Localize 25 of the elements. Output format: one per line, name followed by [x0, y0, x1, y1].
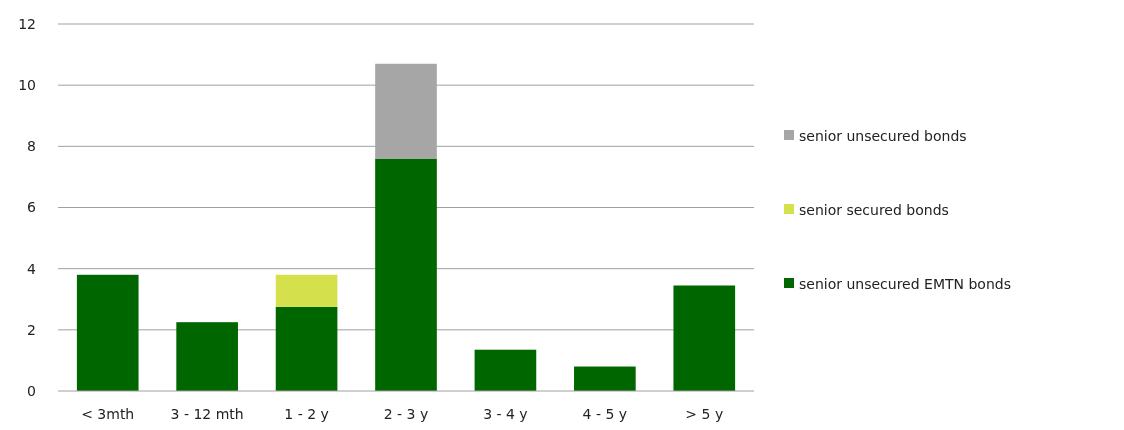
legend-label: senior unsecured bonds	[799, 127, 967, 144]
x-tick-label: 3 - 4 y	[483, 406, 528, 422]
y-tick-label: 2	[27, 321, 36, 338]
x-tick-label: 4 - 5 y	[582, 406, 628, 422]
bar	[474, 349, 537, 391]
bar	[375, 158, 437, 391]
y-tick-label: 0	[27, 382, 36, 399]
x-tick-label: 1 - 2 y	[284, 406, 329, 422]
legend-label: senior unsecured EMTN bonds	[799, 275, 1011, 292]
bar	[176, 322, 238, 391]
bar	[275, 306, 338, 391]
bar	[76, 274, 139, 391]
bar	[673, 285, 736, 391]
y-tick-label: 8	[27, 138, 36, 155]
x-tick-label: 3 - 12 mth	[170, 406, 244, 422]
y-tick-label: 4	[27, 260, 37, 277]
x-tick-label: > 5 y	[685, 406, 724, 422]
y-tick-label: 6	[27, 199, 37, 216]
legend-label: senior secured bonds	[799, 201, 949, 218]
y-tick-label: 12	[18, 15, 36, 32]
bar	[574, 366, 636, 391]
y-tick-label: 10	[18, 77, 36, 94]
bar	[275, 274, 338, 307]
x-tick-label: 2 - 3 y	[383, 406, 429, 422]
x-tick-label: < 3mth	[81, 406, 135, 422]
